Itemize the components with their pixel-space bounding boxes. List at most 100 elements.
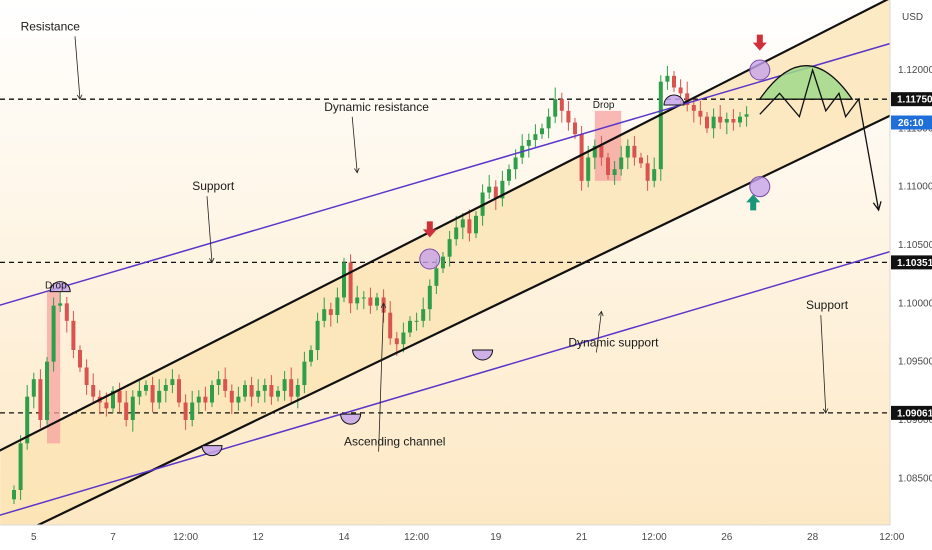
candle-body xyxy=(196,396,201,403)
candle xyxy=(130,390,135,432)
drop-label-0: Drop xyxy=(45,281,67,292)
candle-body xyxy=(408,320,412,333)
annotation-pointer-head-0 xyxy=(76,94,83,100)
candle xyxy=(203,386,208,411)
candle xyxy=(672,71,676,93)
candle-body xyxy=(672,75,676,88)
candle-body xyxy=(612,169,617,175)
candle-body xyxy=(31,379,36,397)
candle-body xyxy=(243,385,247,397)
candle xyxy=(361,291,366,310)
candle-body xyxy=(276,390,280,397)
candle xyxy=(540,123,544,139)
candle xyxy=(38,369,43,429)
candle-body xyxy=(64,303,69,321)
candle xyxy=(111,386,115,413)
level-badge-label-0: 1.11750 xyxy=(897,95,932,106)
candle-body xyxy=(157,390,162,403)
annotation-pointer-3 xyxy=(378,303,384,452)
price-tick-label: 1.09000 xyxy=(898,415,932,426)
candle xyxy=(652,157,657,188)
time-axis[interactable] xyxy=(0,525,890,550)
candle-body xyxy=(625,145,630,158)
candle xyxy=(705,112,709,133)
candle xyxy=(18,435,23,500)
annotation-pointer-head-1 xyxy=(354,167,360,174)
candle xyxy=(282,371,287,401)
candle xyxy=(210,380,214,408)
candle-body xyxy=(210,385,214,403)
annotation-pointer-head-4 xyxy=(598,310,604,317)
candle-body xyxy=(150,385,155,403)
candle-body xyxy=(315,320,320,350)
candle-body xyxy=(507,169,511,181)
candle xyxy=(401,322,406,353)
projection-dome xyxy=(758,65,854,100)
candle-body xyxy=(223,379,228,391)
candle xyxy=(309,345,313,367)
candle-body xyxy=(137,390,142,397)
candle-body xyxy=(592,145,597,158)
candle xyxy=(302,351,307,394)
signal-arrow-down-0 xyxy=(422,221,437,238)
price-badges: 1.11750 1.10351 1.09061 26:10 xyxy=(891,92,932,420)
candle-body xyxy=(599,145,604,158)
signal-arrows xyxy=(422,34,767,238)
candle-body xyxy=(163,385,168,391)
time-tick-label: 12:00 xyxy=(879,532,904,543)
candle xyxy=(467,209,472,242)
candle-body xyxy=(566,110,571,123)
candle-body xyxy=(658,81,663,170)
candle xyxy=(243,380,247,402)
candle xyxy=(276,386,280,402)
candle-body xyxy=(203,396,208,403)
candle xyxy=(632,135,637,166)
candle-body xyxy=(12,490,16,500)
candle-body xyxy=(414,320,419,322)
candle-body xyxy=(639,157,643,164)
candle-body xyxy=(711,116,716,129)
candle xyxy=(606,152,610,180)
candle-body xyxy=(394,338,399,345)
candle-body xyxy=(553,99,558,117)
projection xyxy=(758,65,882,212)
signal-arrow-down-1 xyxy=(752,34,767,51)
candle-body xyxy=(375,297,379,306)
highlight-circles xyxy=(49,59,771,457)
annotation-pointer-head-2 xyxy=(208,257,215,264)
candle xyxy=(658,75,663,181)
highlight-circle-3 xyxy=(419,248,441,270)
candle xyxy=(533,124,538,149)
candle-body xyxy=(144,385,148,391)
time-tick-label: 19 xyxy=(490,532,502,543)
candle-body xyxy=(586,157,591,181)
candle xyxy=(51,297,56,372)
candle xyxy=(64,296,69,333)
price-axis[interactable] xyxy=(890,0,932,550)
candle xyxy=(31,372,36,409)
candle xyxy=(454,215,459,246)
candle xyxy=(408,316,412,338)
level-badge-1 xyxy=(891,255,932,270)
candle xyxy=(170,369,175,394)
candle-body xyxy=(724,119,729,123)
highlight-halfcircle-1 xyxy=(201,445,223,457)
candle-body xyxy=(25,396,30,444)
candle xyxy=(559,92,564,123)
price-tick-label: 1.08500 xyxy=(898,473,932,484)
annotation-pointer-1 xyxy=(351,116,358,173)
level-badge-label-2: 1.09061 xyxy=(897,408,932,419)
candle-body xyxy=(487,186,492,193)
candle-body xyxy=(698,110,703,117)
candle xyxy=(328,302,333,327)
candle xyxy=(249,376,254,407)
candle-body xyxy=(216,379,221,385)
highlight-circle-7 xyxy=(749,176,771,198)
candle-body xyxy=(38,379,43,420)
candle-body xyxy=(84,367,89,385)
candle xyxy=(744,106,749,127)
candle-body xyxy=(335,297,340,315)
candle-body xyxy=(619,157,624,170)
